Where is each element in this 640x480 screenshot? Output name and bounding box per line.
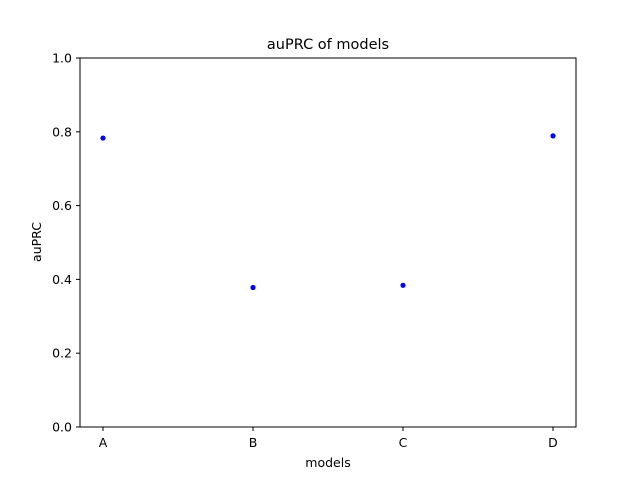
x-axis-ticks: A B C D — [99, 427, 558, 450]
y-tick-label: 0.8 — [52, 124, 72, 139]
data-points — [100, 133, 556, 291]
chart-title: auPRC of models — [267, 37, 389, 53]
x-tick-label: A — [99, 435, 108, 450]
x-tick-label: C — [399, 435, 408, 450]
y-tick-label: 0.4 — [52, 272, 72, 287]
y-tick-label: 0.2 — [52, 346, 72, 361]
y-axis-label: auPRC — [29, 222, 44, 262]
data-point-b — [250, 284, 256, 291]
y-axis-ticks: 0.0 0.2 0.4 0.6 0.8 1.0 — [52, 51, 80, 435]
y-tick-label: 0.0 — [52, 420, 72, 435]
data-point-c — [400, 282, 406, 288]
x-axis-label: models — [305, 455, 350, 470]
plot-frame — [79, 57, 577, 428]
x-tick-label: D — [548, 435, 558, 450]
y-tick-label: 0.6 — [52, 198, 72, 213]
y-tick-label: 1.0 — [52, 51, 72, 66]
data-point-d — [550, 133, 556, 139]
x-tick-label: B — [249, 435, 258, 450]
data-point-a — [100, 135, 106, 141]
